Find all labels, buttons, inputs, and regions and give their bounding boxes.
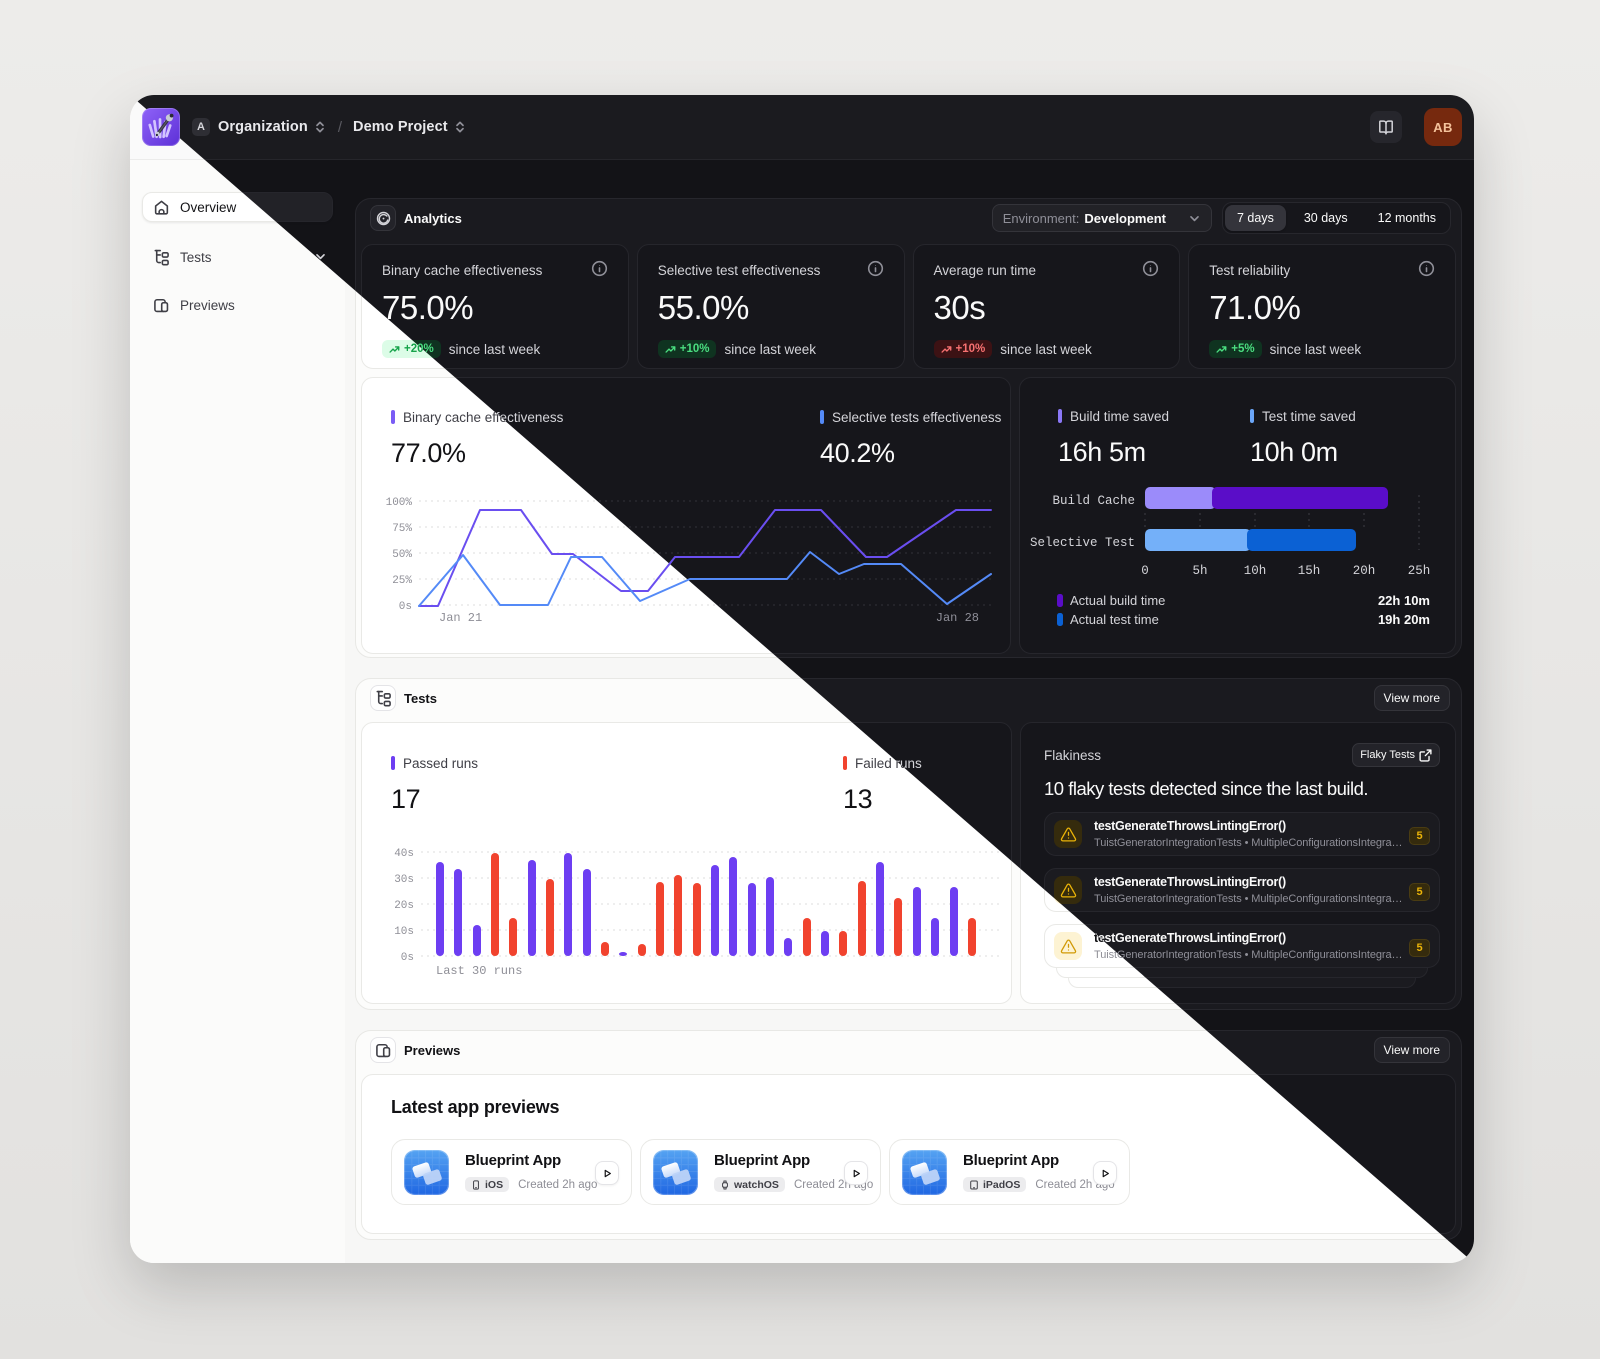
svg-text:10h: 10h [1244,564,1267,578]
svg-text:40s: 40s [394,848,414,860]
svg-text:5h: 5h [1192,564,1207,578]
svg-text:20h: 20h [1353,564,1376,578]
svg-text:Actual build time: Actual build time [1070,593,1165,608]
svg-text:10s: 10s [394,926,414,938]
svg-text:19h 20m: 19h 20m [1378,612,1430,627]
svg-text:50%: 50% [392,549,412,561]
svg-text:30s: 30s [394,874,414,886]
svg-text:20s: 20s [394,900,414,912]
svg-text:Actual test time: Actual test time [1070,612,1159,627]
svg-text:Selective Test: Selective Test [1030,536,1135,550]
svg-text:Jan 21: Jan 21 [439,611,482,625]
svg-text:0s: 0s [401,952,414,964]
svg-text:Jan 28: Jan 28 [936,611,979,625]
svg-text:Last 30 runs: Last 30 runs [436,964,522,978]
svg-text:0: 0 [1141,564,1149,578]
svg-text:25h: 25h [1408,564,1431,578]
svg-text:15h: 15h [1298,564,1321,578]
svg-text:100%: 100% [386,497,413,509]
svg-text:75%: 75% [392,523,412,535]
svg-text:22h 10m: 22h 10m [1378,593,1430,608]
svg-text:Build Cache: Build Cache [1052,494,1135,508]
svg-text:25%: 25% [392,575,412,587]
svg-text:0s: 0s [399,601,412,613]
